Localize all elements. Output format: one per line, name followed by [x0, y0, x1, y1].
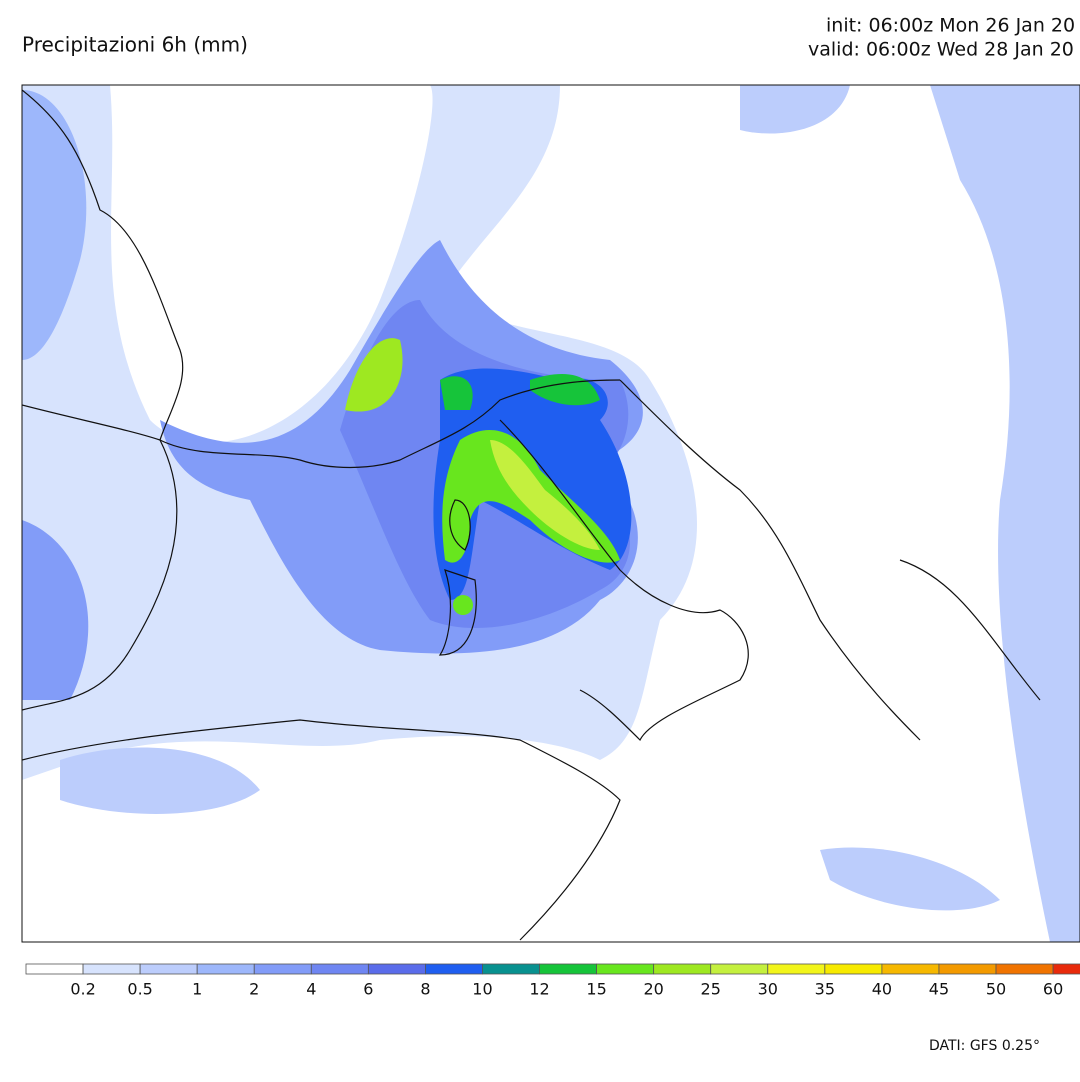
init-time: init: 06:00z Mon 26 Jan 20: [826, 15, 1075, 37]
map-frame: [21, 84, 1080, 943]
precip-area: [22, 90, 87, 360]
colorbar-label: 35: [815, 980, 835, 999]
colorbar-label: 10: [472, 980, 492, 999]
colorbar-swatch: [596, 963, 655, 975]
colorbar-label: 50: [986, 980, 1006, 999]
colorbar-swatch: [539, 963, 597, 975]
coastline: [22, 439, 178, 711]
coastline: [22, 719, 621, 941]
colorbar-swatch: [25, 963, 84, 975]
data-source: DATI: GFS 0.25°: [929, 1038, 1040, 1054]
colorbar-label: 40: [872, 980, 892, 999]
coastline: [438, 569, 477, 656]
colorbar: 0.2 0.5 1 2 4 6 8 10 12 15 20 25 30 35 40 45 50 60: [25, 963, 1080, 999]
colorbar-swatch: [824, 963, 883, 975]
coastline: [449, 499, 471, 551]
colorbar-label: 30: [758, 980, 778, 999]
coastline: [619, 379, 1041, 741]
colorbar-label: 4: [306, 980, 316, 999]
colorbar-swatch: [367, 963, 426, 975]
colorbar-swatch: [196, 963, 255, 975]
colorbar-label: 12: [529, 980, 549, 999]
colorbar-label: 8: [420, 980, 430, 999]
precip-area: [453, 595, 473, 615]
colorbar-swatch: [881, 963, 940, 975]
precip-field: [22, 85, 1080, 942]
precip-area: [440, 374, 600, 410]
colorbar-swatch: [82, 963, 141, 975]
colorbar-swatch: [139, 963, 198, 975]
precip-area: [60, 747, 260, 814]
colorbar-swatch: [310, 963, 369, 975]
colorbar-label: 20: [643, 980, 663, 999]
coastline: [22, 89, 184, 441]
colorbar-label: 60: [1043, 980, 1063, 999]
colorbar-swatch: [1052, 963, 1080, 975]
precip-area: [490, 440, 600, 550]
colorbar-label: 25: [701, 980, 721, 999]
coastline: [22, 379, 621, 469]
valid-time: valid: 06:00z Wed 28 Jan 20: [808, 39, 1074, 61]
colorbar-swatch: [938, 963, 997, 975]
colorbar-label: 45: [929, 980, 949, 999]
colorbar-swatch: [710, 963, 769, 975]
precip-area: [740, 85, 850, 134]
colorbar-swatch: [482, 963, 540, 975]
colorbar-swatch: [995, 963, 1054, 975]
precip-area: [930, 85, 1080, 942]
colorbar-label: 2: [249, 980, 259, 999]
colorbar-label: 15: [586, 980, 606, 999]
colorbar-label: 1: [192, 980, 202, 999]
colorbar-swatch: [767, 963, 826, 975]
precip-area: [345, 338, 403, 412]
colorbar-swatch: [253, 963, 312, 975]
precip-area: [22, 520, 89, 700]
colorbar-label: 0.5: [127, 980, 152, 999]
title: Precipitazioni 6h (mm): [22, 33, 248, 57]
map: [21, 84, 1080, 943]
colorbar-label: 6: [363, 980, 373, 999]
colorbar-label: 0.2: [70, 980, 95, 999]
coastline: [499, 419, 749, 742]
colorbar-swatch: [425, 963, 483, 975]
precip-area: [820, 847, 1000, 911]
colorbar-swatch: [653, 963, 712, 975]
